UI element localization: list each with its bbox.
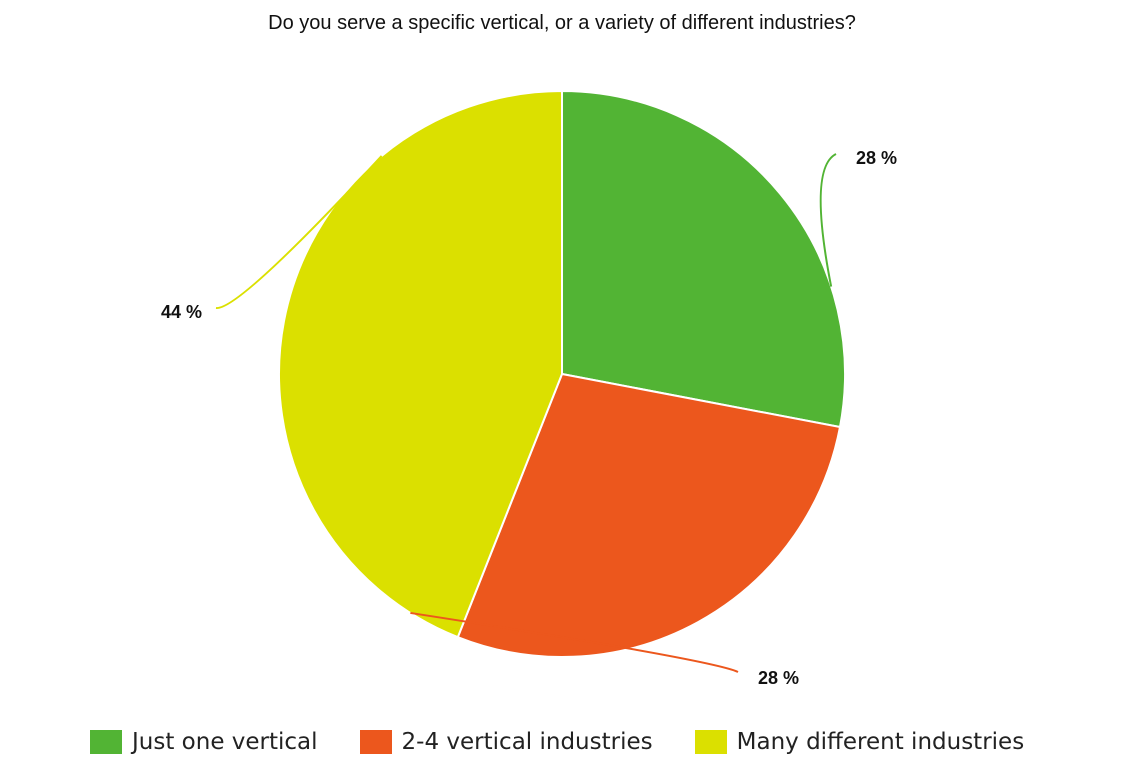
- pie-slice-many-different-industries[interactable]: [278, 89, 563, 639]
- slice-data-label: 28 %: [758, 668, 799, 688]
- legend-label: Just one vertical: [132, 729, 318, 755]
- leader-line: [819, 153, 837, 287]
- slice-data-label: 28 %: [856, 148, 897, 168]
- legend-swatch: [359, 730, 392, 754]
- legend-label: 2-4 vertical industries: [401, 729, 653, 755]
- legend-swatch: [90, 730, 122, 754]
- pie-slice-2-4-vertical-industries[interactable]: [456, 372, 842, 658]
- legend-swatch: [694, 730, 727, 754]
- pie-slice-just-one-vertical[interactable]: [561, 89, 846, 429]
- leader-line: [215, 155, 383, 310]
- legend-item-2-4-vertical-industries[interactable]: 2-4 vertical industries: [359, 729, 653, 755]
- legend-item-many-different-industries[interactable]: Many different industries: [694, 729, 1025, 755]
- leader-line: [410, 611, 739, 673]
- legend-label: Many different industries: [736, 729, 1025, 755]
- pie-chart: 28 % 28 % 44 %: [161, 89, 897, 688]
- chart-title: Do you serve a specific vertical, or a v…: [268, 12, 856, 34]
- legend: Just one vertical 2-4 vertical industrie…: [90, 729, 1066, 755]
- legend-item-just-one-vertical[interactable]: Just one vertical: [90, 729, 318, 755]
- slice-data-label: 44 %: [161, 302, 202, 322]
